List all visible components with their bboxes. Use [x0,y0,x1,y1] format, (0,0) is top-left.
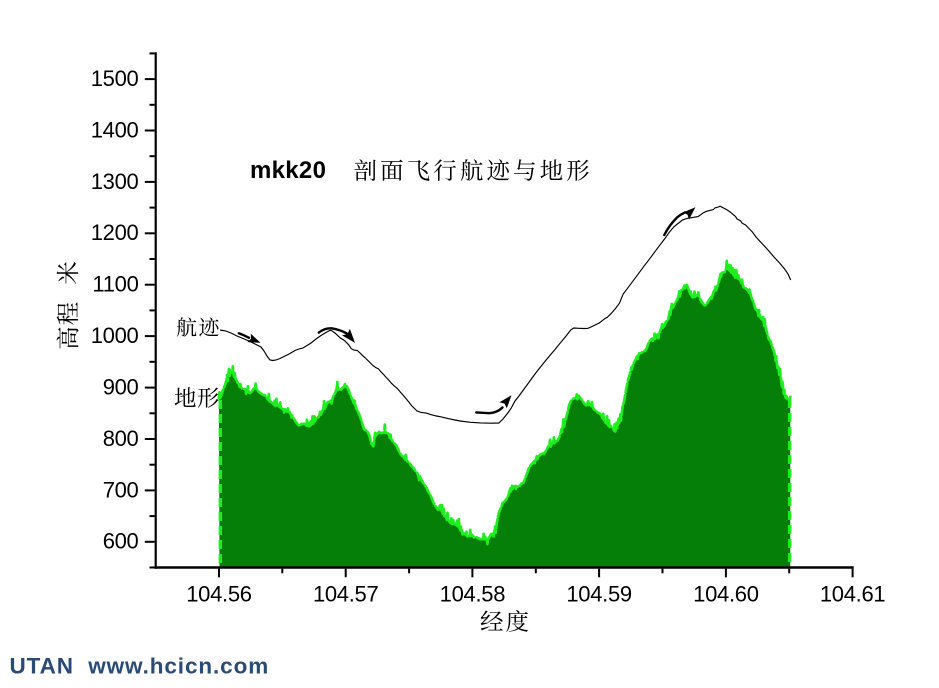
svg-text:1400: 1400 [91,117,139,142]
svg-text:104.58: 104.58 [440,582,506,607]
svg-text:mkk20: mkk20 [250,157,326,184]
svg-text:600: 600 [103,529,139,554]
svg-text:1100: 1100 [92,272,138,297]
svg-text:104.60: 104.60 [693,582,759,607]
svg-text:1200: 1200 [91,220,139,245]
svg-text:104.59: 104.59 [566,582,632,607]
svg-text:104.57: 104.57 [313,582,379,607]
svg-text:800: 800 [103,426,139,451]
svg-text:700: 700 [103,477,139,502]
svg-text:900: 900 [103,375,139,400]
svg-text:104.56: 104.56 [186,582,252,607]
svg-text:1300: 1300 [91,169,139,194]
svg-text:1500: 1500 [91,66,139,91]
svg-text:104.61: 104.61 [820,582,886,607]
svg-text:UTAN www.hcicn.com: UTAN www.hcicn.com [10,654,270,679]
svg-text:1000: 1000 [91,323,139,348]
